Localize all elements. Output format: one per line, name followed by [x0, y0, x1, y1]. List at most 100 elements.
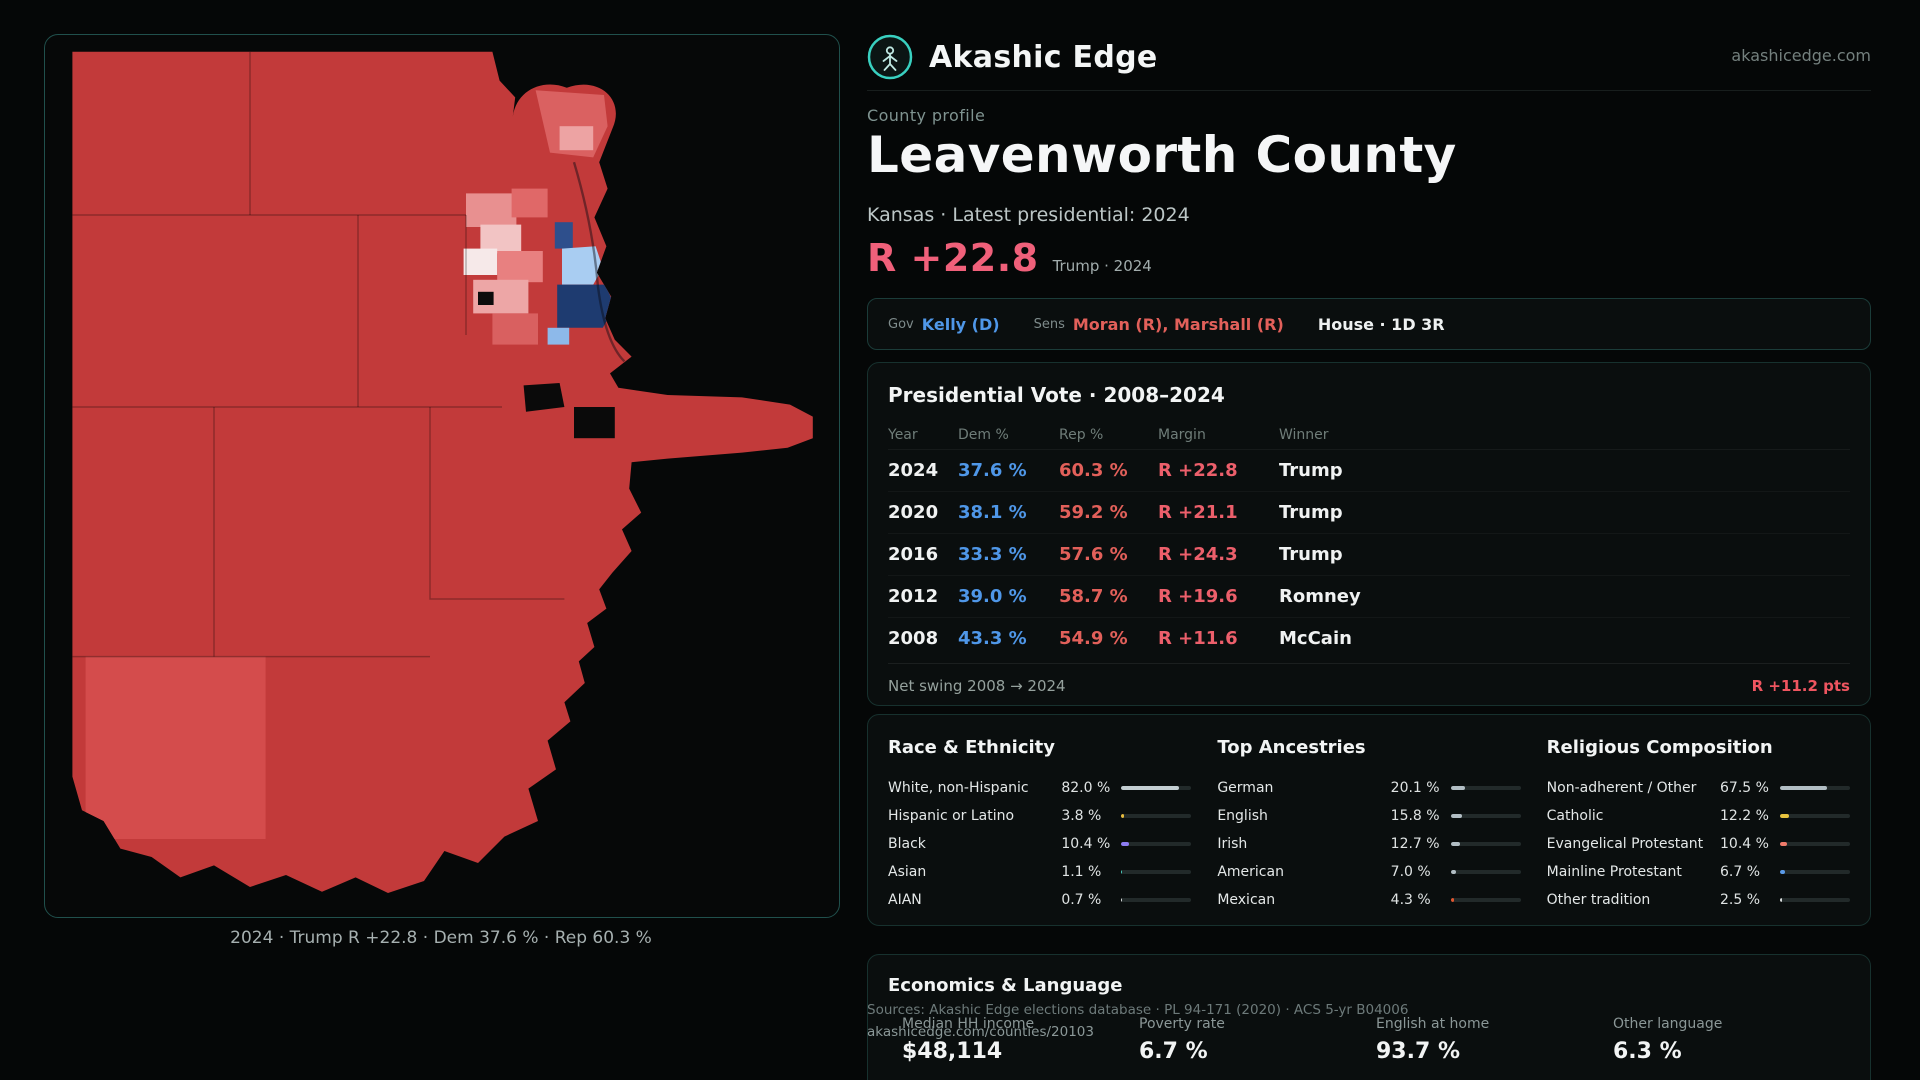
- stat-block: Poverty rate 6.7 %: [1139, 1016, 1376, 1064]
- demo-bar-track: [1450, 870, 1521, 874]
- list-item: English 15.8 %: [1217, 802, 1521, 830]
- demo-label: Other tradition: [1546, 892, 1651, 908]
- demo-bar-track: [1780, 814, 1850, 818]
- stat-label: Other language: [1613, 1016, 1723, 1032]
- demo-value: 12.2 %: [1720, 808, 1769, 824]
- presidential-table: Year Dem % Rep % Margin Winner 2024 37.6…: [888, 421, 1850, 659]
- demo-bar-fill: [1121, 870, 1123, 874]
- demo-bar-fill: [1780, 786, 1828, 790]
- margin-note: Trump · 2024: [1052, 257, 1152, 275]
- economics-title: Economics & Language: [888, 975, 1123, 996]
- cell-margin: R +24.3: [1158, 544, 1238, 565]
- headline-margin: R +22.8 Trump · 2024: [867, 236, 1152, 280]
- demo-bar-track: [1450, 814, 1521, 818]
- demo-bar-fill: [1780, 814, 1789, 818]
- demo-label: AIAN: [888, 892, 922, 908]
- table-row: 2008 43.3 % 54.9 % R +11.6 McCain: [888, 617, 1850, 659]
- sens-label: Sens: [1033, 316, 1065, 332]
- demo-bar-track: [1780, 786, 1850, 790]
- list-item: American 7.0 %: [1217, 858, 1521, 886]
- demo-bar-track: [1450, 842, 1521, 846]
- list-item: AIAN 0.7 %: [888, 886, 1192, 914]
- eyebrow-label: County profile: [867, 106, 986, 125]
- demo-value: 10.4 %: [1061, 836, 1111, 852]
- page-title: Leavenworth County: [867, 126, 1457, 184]
- demo-bar-fill: [1450, 786, 1465, 790]
- race-ethnicity-group: Race & Ethnicity White, non-Hispanic 82.…: [888, 737, 1192, 914]
- stat-block: English at home 93.7 %: [1376, 1016, 1613, 1064]
- map-panel: [44, 34, 840, 918]
- stat-value: $48,114: [902, 1039, 1003, 1064]
- list-item: Mainline Protestant 6.7 %: [1547, 858, 1850, 886]
- demographics-grid: Race & Ethnicity White, non-Hispanic 82.…: [888, 737, 1850, 914]
- list-item: Non-adherent / Other 67.5 %: [1547, 774, 1850, 802]
- stat-value: 6.7 %: [1139, 1039, 1208, 1064]
- cell-margin: R +11.6: [1158, 628, 1238, 649]
- stat-value: 93.7 %: [1376, 1039, 1460, 1064]
- net-swing-label: Net swing 2008 → 2024: [888, 677, 1066, 695]
- demo-value: 82.0 %: [1061, 780, 1111, 796]
- stat-label: Poverty rate: [1139, 1016, 1225, 1032]
- stat-label: English at home: [1376, 1016, 1490, 1032]
- stat-label: Median HH income: [902, 1016, 1035, 1032]
- demo-value: 15.8 %: [1390, 808, 1440, 824]
- col-rep: Rep %: [1059, 427, 1104, 443]
- page-subtitle: Kansas · Latest presidential: 2024: [867, 204, 1190, 226]
- brand-bar: Akashic Edge akashicedge.com: [867, 32, 1871, 82]
- cell-rep-pct: 59.2 %: [1059, 502, 1128, 523]
- brand-name: Akashic Edge: [929, 39, 1158, 75]
- list-item: German 20.1 %: [1217, 774, 1521, 802]
- demo-value: 10.4 %: [1720, 836, 1769, 852]
- list-item: Irish 12.7 %: [1217, 830, 1521, 858]
- right-column: Akashic Edge akashicedge.com County prof…: [867, 0, 1871, 1080]
- list-item: Catholic 12.2 %: [1547, 802, 1850, 830]
- col-year: Year: [888, 427, 918, 443]
- religious-composition-title: Religious Composition: [1546, 737, 1773, 758]
- list-item: Other tradition 2.5 %: [1547, 886, 1850, 914]
- table-row: 2012 39.0 % 58.7 % R +19.6 Romney: [888, 575, 1850, 617]
- presidential-table-body: 2024 37.6 % 60.3 % R +22.8 Trump 2020 38…: [888, 450, 1850, 659]
- presidential-table-header: Year Dem % Rep % Margin Winner: [888, 421, 1850, 450]
- col-dem: Dem %: [958, 427, 1009, 443]
- list-item: Hispanic or Latino 3.8 %: [888, 802, 1192, 830]
- cell-rep-pct: 58.7 %: [1059, 586, 1128, 607]
- list-item: Evangelical Protestant 10.4 %: [1547, 830, 1850, 858]
- demo-value: 0.7 %: [1061, 892, 1102, 908]
- demo-value: 12.7 %: [1390, 836, 1440, 852]
- demo-bar-track: [1780, 898, 1850, 902]
- cell-year: 2020: [888, 502, 939, 523]
- footer-permalink-link[interactable]: akashicedge.com/counties/20103: [867, 1024, 1094, 1040]
- cell-winner: Trump: [1279, 544, 1343, 565]
- table-row: 2016 33.3 % 57.6 % R +24.3 Trump: [888, 533, 1850, 575]
- top-ancestries-rows: German 20.1 % English 15.8 %: [1217, 774, 1521, 914]
- top-ancestries-group: Top Ancestries German 20.1 % English: [1217, 737, 1521, 914]
- gov-value: Kelly (D): [921, 314, 1000, 334]
- list-item: White, non-Hispanic 82.0 %: [888, 774, 1192, 802]
- demo-label: Mainline Protestant: [1546, 864, 1682, 880]
- cell-winner: Romney: [1279, 586, 1361, 607]
- presidential-panel-title: Presidential Vote · 2008–2024: [888, 383, 1225, 407]
- brand-url-link[interactable]: akashicedge.com: [1731, 46, 1871, 65]
- cell-dem-pct: 39.0 %: [958, 586, 1027, 607]
- demo-label: Mexican: [1217, 892, 1276, 908]
- demo-label: Catholic: [1546, 808, 1604, 824]
- cell-year: 2024: [888, 460, 939, 481]
- demo-bar-track: [1121, 870, 1192, 874]
- sens-value: Moran (R), Marshall (R): [1072, 314, 1284, 334]
- cell-margin: R +21.1: [1158, 502, 1238, 523]
- demo-label: Irish: [1217, 836, 1248, 852]
- demo-bar-track: [1780, 870, 1850, 874]
- demo-bar-fill: [1121, 786, 1179, 790]
- demo-value: 20.1 %: [1390, 780, 1440, 796]
- cell-year: 2012: [888, 586, 939, 607]
- cell-rep-pct: 54.9 %: [1059, 628, 1128, 649]
- demo-label: English: [1217, 808, 1268, 824]
- presidential-vote-panel: Presidential Vote · 2008–2024 Year Dem %…: [867, 362, 1871, 706]
- demo-value: 7.0 %: [1390, 864, 1431, 880]
- demo-bar-fill: [1121, 842, 1129, 846]
- race-ethnicity-title: Race & Ethnicity: [888, 737, 1055, 758]
- stat-block: Median HH income $48,114: [902, 1016, 1139, 1064]
- house-value: House · 1D 3R: [1317, 314, 1445, 334]
- cell-dem-pct: 37.6 %: [958, 460, 1027, 481]
